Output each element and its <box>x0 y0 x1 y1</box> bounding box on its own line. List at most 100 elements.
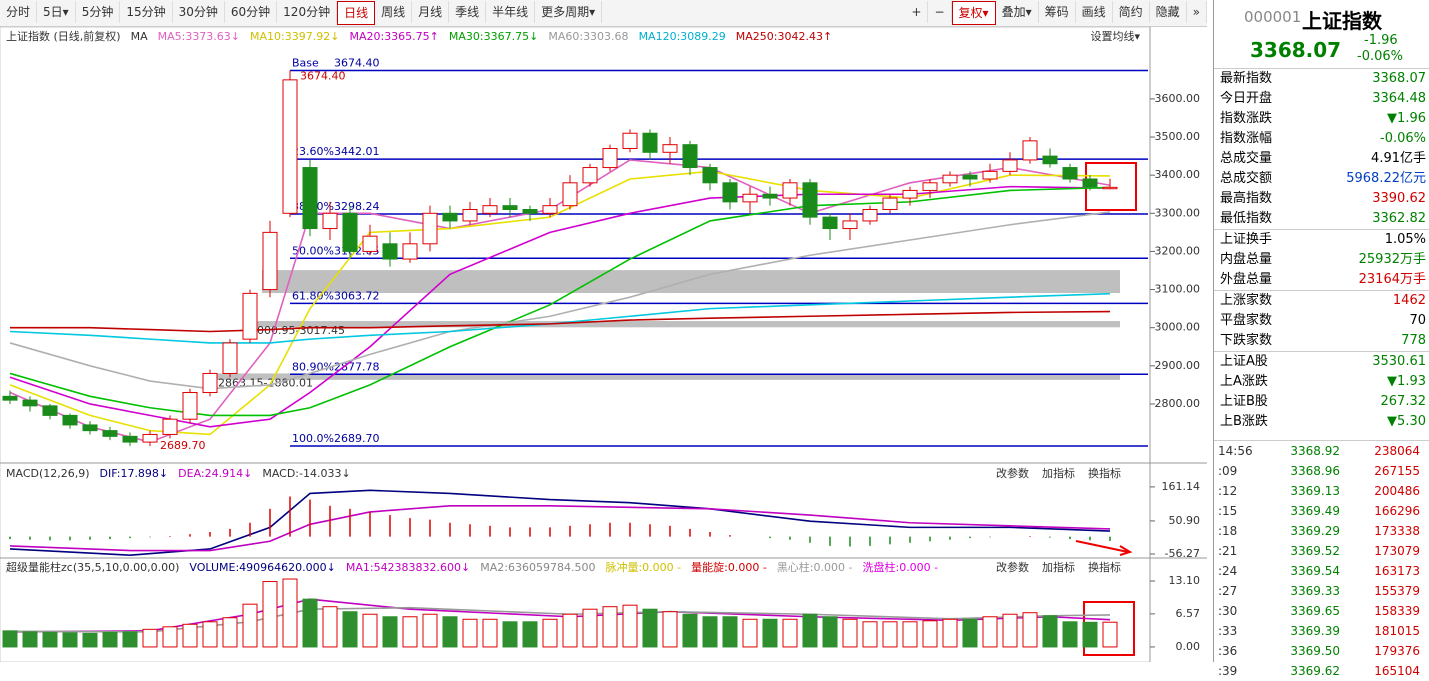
period-tab[interactable]: 季线 <box>449 1 487 23</box>
period-tab[interactable]: 30分钟 <box>173 1 225 23</box>
period-tab[interactable]: 15分钟 <box>120 1 173 23</box>
quote-label: 总成交额 <box>1220 171 1273 186</box>
quote-row: 平盘家数 70 <box>1214 311 1429 331</box>
period-tab[interactable]: 60分钟 <box>225 1 278 23</box>
period-tab[interactable]: 日线 <box>337 1 376 25</box>
tool-button[interactable]: » <box>1187 1 1207 23</box>
tool-button[interactable]: + <box>905 1 929 23</box>
y-tick-label: 3000.00 <box>1155 321 1201 334</box>
tool-button[interactable]: 复权▾ <box>951 1 996 25</box>
period-tab[interactable]: 5分钟 <box>76 1 121 23</box>
candle-body <box>842 220 858 230</box>
action-button[interactable]: 加指标 <box>1042 560 1075 574</box>
trade-row: :12 3369.13 200486 <box>1214 481 1429 501</box>
tool-button[interactable]: 隐藏 <box>1150 1 1187 23</box>
quote-value: ▼5.30 <box>1387 414 1426 429</box>
y-tick-label: 13.10 <box>1169 574 1201 587</box>
trade-time: :21 <box>1218 544 1238 558</box>
stock-name: 上证指数 <box>1302 9 1382 33</box>
volume-bar <box>362 613 378 648</box>
volume-bar <box>162 626 178 648</box>
quote-label: 外盘总量 <box>1220 272 1273 287</box>
trade-row: :33 3369.39 181015 <box>1214 621 1429 641</box>
action-button[interactable]: 改参数 <box>996 466 1029 480</box>
candle-body <box>782 182 798 199</box>
quote-row: 指数涨跌 ▼1.96 <box>1214 109 1429 129</box>
quote-row: 内盘总量 25932万手 <box>1214 250 1429 270</box>
volume-bar <box>542 618 558 648</box>
candle-body <box>362 235 378 252</box>
volume-bar <box>82 632 98 648</box>
quote-value: 5968.22亿元 <box>1346 171 1426 186</box>
trade-list: 14:56 3368.92 238064:09 3368.96 267155:12 336… <box>1214 440 1429 681</box>
candle-body <box>402 243 418 260</box>
period-tab[interactable]: 更多周期▾ <box>535 1 603 23</box>
candle-body <box>302 167 318 230</box>
volume-bar <box>582 608 598 648</box>
quote-label: 指数涨幅 <box>1220 131 1273 146</box>
volume-bar <box>482 618 498 648</box>
action-button[interactable]: 换指标 <box>1088 466 1121 480</box>
action-button[interactable]: 换指标 <box>1088 560 1121 574</box>
quote-label: 最新指数 <box>1220 71 1273 86</box>
quote-value: 3364.48 <box>1372 91 1426 106</box>
period-tab[interactable]: 月线 <box>412 1 450 23</box>
volume-bar <box>842 618 858 648</box>
trade-time: :15 <box>1218 504 1238 518</box>
legend-text: 黑心柱:0.000 - <box>777 560 853 574</box>
period-tab[interactable]: 120分钟 <box>277 1 338 23</box>
candle-body <box>22 399 38 407</box>
candle-body <box>122 435 138 443</box>
legend-text: DEA:24.914↓ <box>178 467 252 480</box>
quote-value: ▼1.96 <box>1387 111 1426 126</box>
period-tab[interactable]: 周线 <box>375 1 413 23</box>
fib-value: 3182.05 <box>334 244 380 257</box>
candle-body <box>922 182 938 191</box>
quote-value: 1.05% <box>1384 232 1426 247</box>
trade-time: :09 <box>1218 464 1238 478</box>
volume-bar <box>142 628 158 648</box>
candle-body <box>962 174 978 180</box>
arrow <box>1075 540 1133 556</box>
tool-button[interactable]: 叠加▾ <box>996 1 1039 23</box>
candle-body <box>102 430 118 437</box>
y-tick-label: 3100.00 <box>1155 283 1201 296</box>
tool-button[interactable]: 简约 <box>1113 1 1150 23</box>
period-tab[interactable]: 半年线 <box>486 1 536 23</box>
extreme-label: 2689.70 <box>160 439 206 452</box>
trade-price: 3368.92 <box>1290 444 1340 458</box>
fib-label: 23.60% <box>292 145 334 158</box>
trade-volume: 200486 <box>1374 484 1420 498</box>
quote-row: 下跌家数 778 <box>1214 331 1429 351</box>
candle-body <box>562 182 578 207</box>
fib-value: 3298.24 <box>334 200 380 213</box>
candle-body <box>322 212 338 230</box>
quote-label: 上B涨跌 <box>1220 414 1268 429</box>
period-tab[interactable]: 5日▾ <box>37 1 76 23</box>
quote-value: 778 <box>1401 333 1426 348</box>
volume-bar <box>742 618 758 648</box>
volume-bar <box>1082 621 1098 648</box>
trade-row: :09 3368.96 267155 <box>1214 461 1429 481</box>
candle-body <box>162 418 178 435</box>
candle-body <box>602 147 618 169</box>
volume-bar <box>382 616 398 648</box>
band-label: 2863.15-2880.01 <box>218 376 313 389</box>
tool-button[interactable]: 筹码 <box>1039 1 1076 23</box>
action-button[interactable]: 改参数 <box>996 560 1029 574</box>
period-tab[interactable]: 分时 <box>0 1 38 23</box>
legend-text: MA <box>131 30 148 43</box>
tool-button[interactable]: − <box>928 1 952 23</box>
volume-bar <box>1062 621 1078 648</box>
highlight-box <box>1085 162 1137 211</box>
action-button[interactable]: 加指标 <box>1042 466 1075 480</box>
quote-value: 70 <box>1409 313 1426 328</box>
setting-button[interactable]: 设置均线▾ <box>1090 29 1140 43</box>
tool-button[interactable]: 画线 <box>1076 1 1113 23</box>
candle-body <box>442 212 458 222</box>
trade-volume: 166296 <box>1374 504 1420 518</box>
fib-label: 61.80% <box>292 289 334 302</box>
candle-body <box>642 132 658 153</box>
volume-bar <box>442 616 458 648</box>
